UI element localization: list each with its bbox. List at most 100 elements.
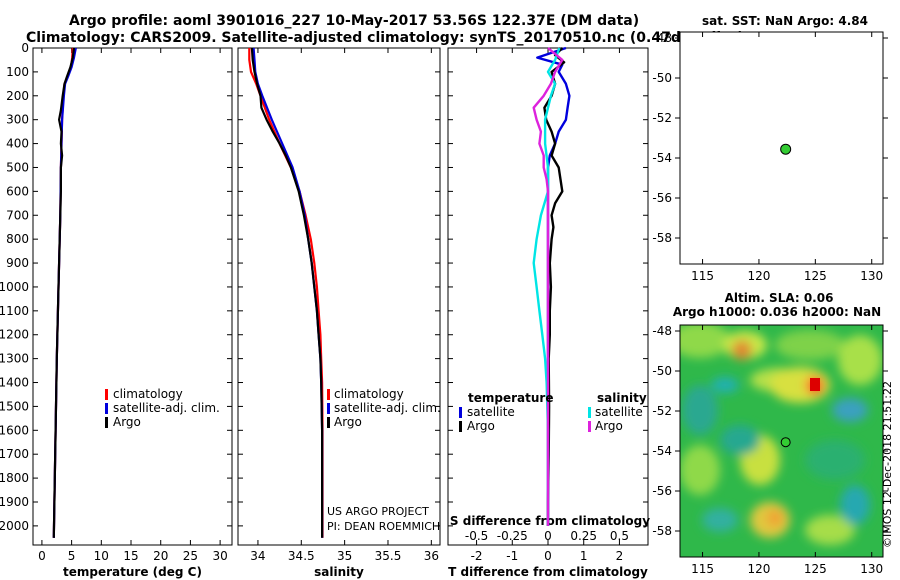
- sal-legend-swatch: [327, 389, 330, 400]
- sst-xtick-label: 115: [691, 269, 714, 283]
- sla-map-title-2: Argo h1000: 0.036 h2000: NaN: [673, 305, 881, 319]
- imos-timestamp: ©IMOS 12-Dec-2018 21:51:22: [881, 381, 894, 548]
- sla-heatmap-cell: [711, 377, 739, 393]
- sla-ytick-label: -54: [652, 444, 672, 458]
- sst-ytick-label: -54: [652, 151, 672, 165]
- sla-xtick-label: 115: [691, 562, 714, 576]
- depth-tick-label: 100: [6, 65, 29, 79]
- difference-panel: -2 -1 0 1 2 -0.5 -0.25 0 0.25 0.5S difference fro…: [447, 46, 650, 579]
- diff-series-s_satellite: [532, 47, 561, 526]
- header-line1: Argo profile: aoml 3901016_227 10-May-20…: [69, 13, 639, 29]
- diff-xtick-S-label: 0.5: [610, 529, 629, 543]
- depth-tick-label: 1000: [0, 280, 29, 294]
- diff-xtick-S-label: 0.25: [570, 529, 597, 543]
- sla-heatmap-blobs: [680, 325, 882, 545]
- sal-xtick-label: 35.5: [375, 549, 402, 563]
- temp-xtick-label: 30: [212, 549, 227, 563]
- credit-line1: US ARGO PROJECT: [327, 505, 429, 518]
- diff-series-s_argo: [532, 47, 564, 526]
- sst-ytick-label: -58: [652, 231, 672, 245]
- sla-ytick-label: -48: [652, 324, 672, 338]
- temp-frame: [32, 47, 233, 546]
- sal-legend-label: satellite-adj. clim.: [334, 401, 441, 415]
- sst-xtick-label: 120: [747, 269, 770, 283]
- diff-xtick-T-label: 0: [544, 549, 552, 563]
- sla-map-title-1: Altim. SLA: 0.06: [725, 291, 834, 305]
- temp-legend-label: Argo: [113, 415, 141, 429]
- depth-tick-label: 400: [6, 137, 29, 151]
- credit-line2: PI: DEAN ROEMMICH: [327, 520, 440, 533]
- diff-xtick-T-label: 2: [616, 549, 624, 563]
- depth-tick-label: 800: [6, 232, 29, 246]
- temp-legend-swatch: [105, 403, 108, 414]
- sal-xtick-label: 36: [424, 549, 439, 563]
- sal-xtick-label: 34.5: [288, 549, 315, 563]
- depth-tick-label: 900: [6, 256, 29, 270]
- sla-ytick-label: -52: [652, 404, 672, 418]
- sst-frame: [679, 31, 884, 265]
- temp-xtick-label: 25: [183, 549, 198, 563]
- sla-ytick-label: -50: [652, 364, 672, 378]
- diff-xlabel-top: S difference from climatology: [450, 514, 650, 528]
- temp-xtick-label: 0: [38, 549, 46, 563]
- sst-xtick-label: 130: [860, 269, 883, 283]
- temp-xtick-label: 20: [153, 549, 168, 563]
- salinity-panel: 34 34.5 35 35.5 36 salinity climatologysatelli…: [237, 47, 441, 579]
- diff-legend-right-title: salinity: [597, 391, 647, 405]
- diff-legend-right-label: satellite: [595, 405, 643, 419]
- sst-ytick-label: -52: [652, 111, 672, 125]
- diff-legend-right-swatch: [588, 407, 591, 418]
- sla-heatmap-cell: [720, 425, 760, 455]
- sla-heatmap-cell: [702, 508, 738, 532]
- depth-tick-label: 1200: [0, 328, 29, 342]
- sla-xtick-label: 120: [747, 562, 770, 576]
- sst-ytick-label: -48: [652, 31, 672, 45]
- temp-legend-swatch: [105, 417, 108, 428]
- sst-xtick-label: 125: [804, 269, 827, 283]
- depth-tick-label: 200: [6, 89, 29, 103]
- diff-xtick-S-label: -0.25: [497, 529, 528, 543]
- sla-heatmap-cell: [732, 340, 752, 360]
- diff-legend-right-swatch: [588, 421, 591, 432]
- depth-tick-label: 1500: [0, 399, 29, 413]
- sla-heatmap-cell: [832, 398, 868, 422]
- diff-legend-left-label: satellite: [467, 405, 515, 419]
- depth-tick-label: 0: [21, 41, 29, 55]
- sla-heatmap-cell: [805, 515, 855, 545]
- sla-argo-location-marker: [780, 437, 791, 448]
- temperature-panel: 0100200300400500600700800900100011001200…: [0, 41, 233, 579]
- depth-tick-label: 1300: [0, 352, 29, 366]
- diff-xtick-T-label: -1: [506, 549, 518, 563]
- sla-heatmap-cell: [805, 440, 865, 480]
- diff-xlabel: T difference from climatology: [448, 565, 648, 579]
- sal-xtick-label: 35: [337, 549, 352, 563]
- temp-series-argo: [52, 47, 76, 538]
- sst-ytick-label: -50: [652, 71, 672, 85]
- temp-legend-label: climatology: [113, 387, 183, 401]
- sla-ytick-label: -56: [652, 484, 672, 498]
- temp-legend-swatch: [105, 389, 108, 400]
- temp-xtick-label: 5: [68, 549, 76, 563]
- sla-frame: [679, 324, 884, 558]
- sal-series-argo: [250, 47, 324, 538]
- sla-heatmap-cell: [680, 445, 720, 495]
- sst-ytick-label: -56: [652, 191, 672, 205]
- diff-legend-right-label: Argo: [595, 419, 623, 433]
- sla-heatmap-cell: [680, 325, 730, 358]
- sla-heatmap-cell: [838, 335, 882, 385]
- depth-tick-label: 700: [6, 208, 29, 222]
- diff-legend-left-swatch: [459, 407, 462, 418]
- temp-xtick-label: 15: [123, 549, 138, 563]
- temp-xlabel: temperature (deg C): [63, 565, 202, 579]
- sst-argo-location-marker: [780, 143, 792, 155]
- depth-tick-label: 1100: [0, 304, 29, 318]
- sal-legend-label: Argo: [334, 415, 362, 429]
- sla-xtick-label: 130: [860, 562, 883, 576]
- diff-xtick-T-label: 1: [580, 549, 588, 563]
- sst-map-panel: sat. SST: NaN Argo: 4.84 115 120 125 130 -48 -…: [652, 14, 888, 283]
- sal-legend-label: climatology: [334, 387, 404, 401]
- depth-tick-label: 600: [6, 184, 29, 198]
- temp-xtick-label: 10: [94, 549, 109, 563]
- diff-xtick-S-label: -0.5: [465, 529, 488, 543]
